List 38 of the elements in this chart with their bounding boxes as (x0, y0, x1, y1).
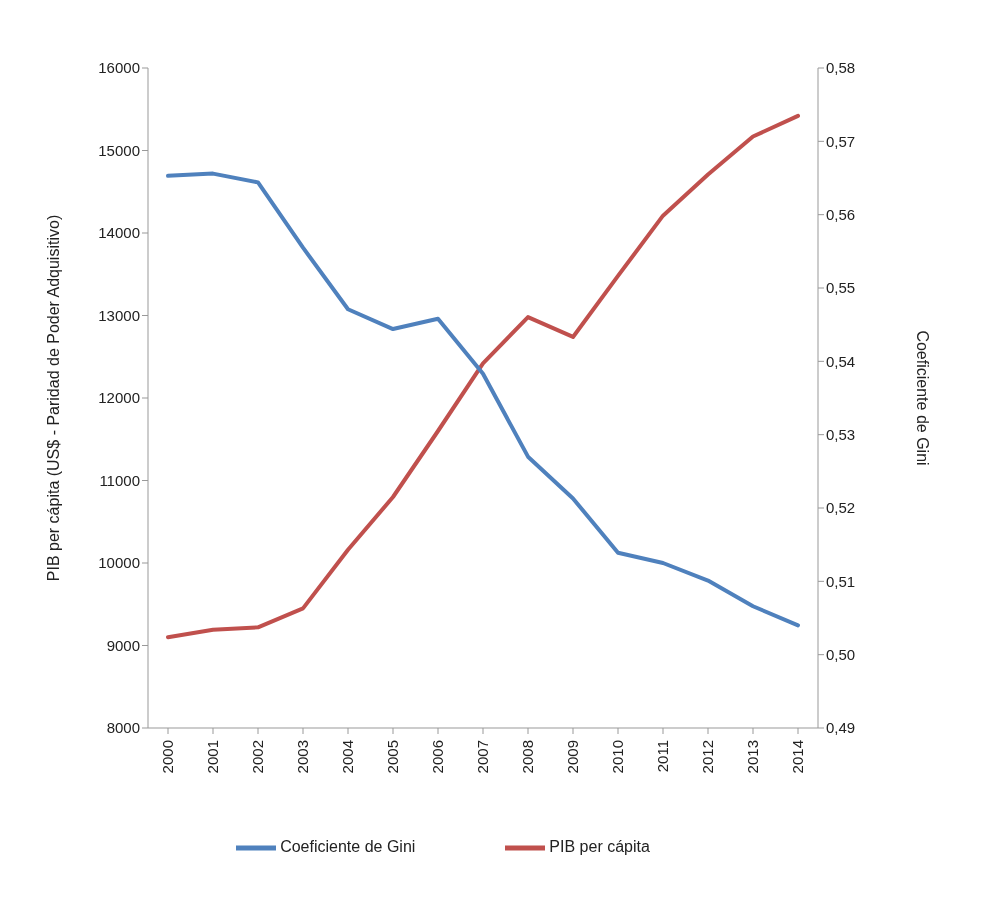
y2-tick-label: 0,51 (826, 572, 856, 590)
x-tick-label: 2013 (743, 740, 761, 774)
x-tick-label: 2009 (563, 740, 581, 774)
y-axis-title: PIB per cápita (US$ - Paridad de Poder Adquisitivo) (44, 214, 62, 582)
x-tick-label: 2012 (698, 740, 716, 774)
y2-tick-label: 0,54 (826, 352, 856, 370)
x-tick-label: 2001 (203, 740, 221, 774)
y2-tick-label: 0,55 (826, 279, 856, 297)
x-tick-label: 2014 (788, 740, 806, 774)
y-tick-label: 15000 (98, 141, 140, 159)
y2-tick-label: 0,52 (826, 499, 856, 517)
y2-tick-label: 0,56 (826, 205, 856, 223)
y-tick-label: 8000 (106, 719, 140, 737)
legend-label: Coeficiente de Gini (280, 838, 416, 856)
x-tick-label: 2006 (428, 740, 446, 774)
y-tick-label: 12000 (98, 389, 140, 407)
y2-tick-label: 0,50 (826, 645, 856, 663)
y-tick-label: 11000 (99, 471, 140, 489)
y-tick-label: 9000 (106, 636, 140, 654)
x-tick-label: 2010 (608, 740, 626, 774)
x-tick-label: 2008 (518, 740, 536, 774)
x-tick-label: 2000 (158, 740, 176, 774)
x-tick-label: 2003 (293, 740, 311, 774)
x-tick-label: 2011 (653, 740, 671, 773)
y-tick-label: 13000 (98, 306, 140, 324)
y2-tick-label: 0,53 (826, 425, 856, 443)
y2-tick-label: 0,49 (826, 719, 856, 737)
x-tick-label: 2004 (338, 740, 356, 774)
y2-tick-label: 0,58 (826, 59, 856, 77)
x-tick-label: 2005 (383, 740, 401, 774)
x-tick-label: 2002 (248, 740, 266, 774)
y-tick-label: 14000 (98, 224, 140, 242)
x-tick-label: 2007 (473, 740, 491, 774)
y-tick-label: 10000 (98, 554, 140, 572)
y2-axis-title: Coeficiente de Gini (914, 330, 932, 466)
y-tick-label: 16000 (98, 59, 140, 77)
legend-label: PIB per cápita (549, 838, 650, 856)
y2-tick-label: 0,57 (826, 132, 856, 150)
